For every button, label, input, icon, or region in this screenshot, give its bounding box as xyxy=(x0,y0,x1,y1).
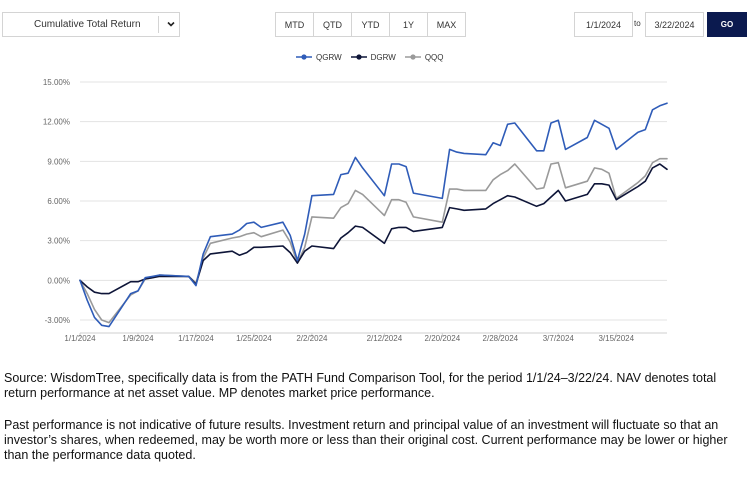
x-tick-label: 2/20/2024 xyxy=(425,334,461,343)
chart-toolbar: Cumulative Total Return MTD QTD YTD 1Y M… xyxy=(0,0,751,44)
range-button-qtd[interactable]: QTD xyxy=(313,12,352,37)
dropdown-divider xyxy=(158,16,159,33)
x-tick-label: 1/9/2024 xyxy=(122,334,154,343)
range-button-mtd[interactable]: MTD xyxy=(275,12,314,37)
end-date-input[interactable]: 3/22/2024 xyxy=(645,12,704,37)
x-tick-label: 3/15/2024 xyxy=(598,334,634,343)
source-note: Source: WisdomTree, specifically data is… xyxy=(4,371,717,400)
y-tick-label: 0.00% xyxy=(47,276,70,285)
legend-item-qgrw[interactable]: QGRW xyxy=(296,50,342,64)
x-tick-label: 1/25/2024 xyxy=(236,334,272,343)
series-line-qgrw xyxy=(79,102,668,328)
legend-item-qqq[interactable]: QQQ xyxy=(404,50,444,64)
performance-disclaimer: Past performance is not indicative of fu… xyxy=(4,418,728,462)
y-tick-label: 6.00% xyxy=(47,197,70,206)
x-tick-label: 2/28/2024 xyxy=(483,334,519,343)
x-tick-label: 2/12/2024 xyxy=(367,334,403,343)
date-range-separator: to xyxy=(634,19,641,28)
x-tick-label: 3/7/2024 xyxy=(543,334,575,343)
y-tick-label: 3.00% xyxy=(47,237,70,246)
range-buttons: MTD QTD YTD 1Y MAX xyxy=(275,12,466,37)
y-tick-label: 9.00% xyxy=(47,157,70,166)
chart-legend: QGRW DGRW QQQ xyxy=(296,50,453,64)
x-tick-label: 2/2/2024 xyxy=(296,334,328,343)
cumulative-return-chart: -3.00% 0.00% 3.00% 6.00% 9.00% 12.00% 15.00% 1/… xyxy=(43,78,668,343)
range-button-max[interactable]: MAX xyxy=(427,12,466,37)
range-button-1y[interactable]: 1Y xyxy=(389,12,428,37)
legend-marker-icon xyxy=(350,54,367,60)
x-tick-label: 1/17/2024 xyxy=(178,334,214,343)
legend-marker-icon xyxy=(296,54,312,60)
y-tick-label: 15.00% xyxy=(43,78,70,87)
legend-label-qgrw: QGRW xyxy=(316,52,342,62)
metric-dropdown[interactable]: Cumulative Total Return xyxy=(2,12,180,37)
range-button-ytd[interactable]: YTD xyxy=(351,12,390,37)
legend-label-qqq: QQQ xyxy=(424,52,444,62)
go-button[interactable]: GO xyxy=(707,12,747,37)
metric-dropdown-value: Cumulative Total Return xyxy=(34,19,141,30)
y-tick-label: 12.00% xyxy=(43,118,70,127)
legend-item-dgrw[interactable]: DGRW xyxy=(350,50,396,64)
start-date-input[interactable]: 1/1/2024 xyxy=(574,12,633,37)
y-tick-label: -3.00% xyxy=(45,316,70,325)
legend-label-dgrw: DGRW xyxy=(370,52,396,62)
legend-marker-icon xyxy=(404,54,421,60)
chevron-down-icon[interactable] xyxy=(166,19,176,29)
x-tick-label: 1/1/2024 xyxy=(64,334,96,343)
